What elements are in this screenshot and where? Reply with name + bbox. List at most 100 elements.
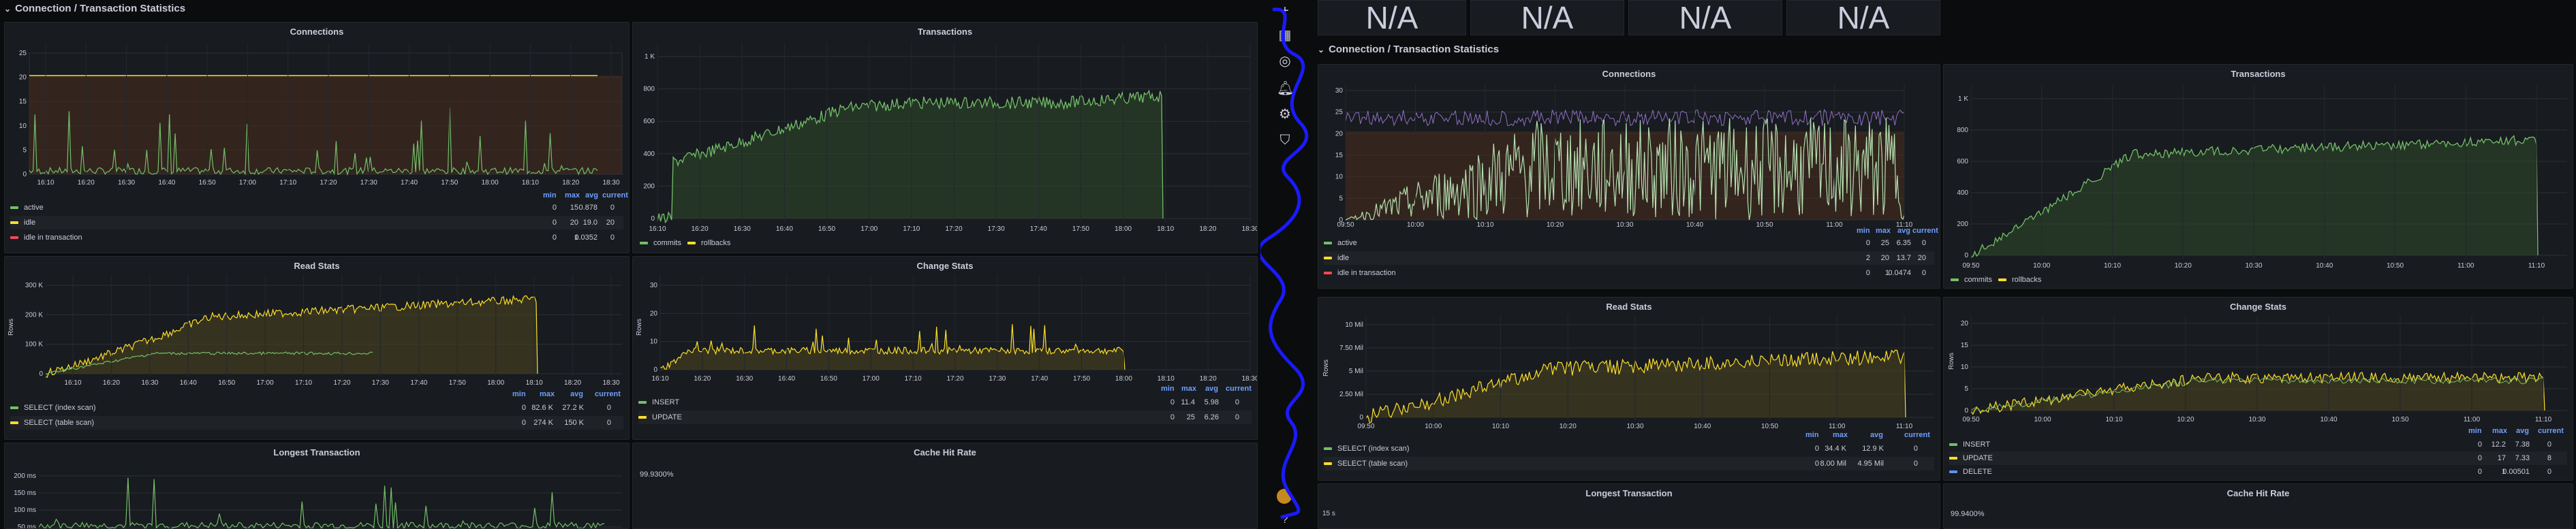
legend-row[interactable]: DELETE 0 1 0.00501 0 xyxy=(1949,465,2567,479)
legend-item[interactable]: rollbacks xyxy=(1998,273,2041,287)
x-tick-label: 10:00 xyxy=(2033,262,2050,270)
x-tick-label: 10:20 xyxy=(1559,423,1577,430)
row-header-right[interactable]: ⌄ Connection / Transaction Statistics xyxy=(1318,44,1499,55)
legend-current: 0 xyxy=(1921,239,1926,247)
x-tick-label: 16:30 xyxy=(118,179,135,187)
y-tick-label: 30 xyxy=(1335,87,1344,95)
legend-current: 0 xyxy=(2547,440,2551,449)
panel-change-stats[interactable]: Change Stats Rows 20 15 10 5 0 09:50 10:00 10:… xyxy=(1943,297,2573,481)
legend-swatch xyxy=(10,421,18,424)
shield-icon[interactable]: ⛉ xyxy=(1279,133,1290,148)
y-tick-label: 25 xyxy=(19,50,27,57)
x-tick-label: 17:30 xyxy=(988,225,1005,233)
row-title: Connection / Transaction Statistics xyxy=(1329,44,1500,55)
legend-row[interactable]: SELECT (index scan) 0 82.6 K 27.2 K 0 xyxy=(10,401,623,415)
legend-row[interactable]: INSERT 0 11.4 5.98 0 xyxy=(638,396,1252,409)
legend-avg: 0.00501 xyxy=(2502,468,2530,476)
legend-swatch xyxy=(1998,278,2006,281)
legend-max: 11.4 xyxy=(1181,398,1195,406)
legend-row[interactable]: INSERT 0 12.2 7.38 0 xyxy=(1949,438,2567,451)
stat-panel-3[interactable]: N/A xyxy=(1628,0,1782,35)
x-tick-label: 16:10 xyxy=(37,179,54,187)
legend-min: 0 xyxy=(1170,413,1175,421)
panel-cache-hit-rate[interactable]: Cache Hit Rate 99.9300% xyxy=(632,443,1258,529)
stat-panel-2[interactable]: N/A xyxy=(1470,0,1624,35)
x-tick-label: 16:20 xyxy=(78,179,95,187)
legend-avg: 150 K xyxy=(564,419,584,427)
panel-longest-transaction[interactable]: Longest Transaction 15 s xyxy=(1318,483,1940,529)
table-scan-area xyxy=(1366,350,1906,423)
y-tick-label: 10 xyxy=(1335,174,1344,181)
panel-transactions[interactable]: Transactions 1 K 800 600 400 200 0 16:10 16:20… xyxy=(632,22,1258,253)
legend-current: 8 xyxy=(2547,454,2551,462)
y-tick-label: 1 K xyxy=(1958,95,1968,103)
x-tick-label: 16:50 xyxy=(218,379,235,387)
legend-swatch xyxy=(1949,457,1957,460)
legend-row[interactable]: SELECT (index scan) 0 34.4 K 12.9 K 0 xyxy=(1324,442,1934,455)
panel-connections[interactable]: Connections 30 25 20 15 10 5 0 09:50 10:00 10:10… xyxy=(1318,64,1940,289)
stat-panel-4[interactable]: N/A xyxy=(1786,0,1940,35)
compass-icon[interactable]: ◎ xyxy=(1279,54,1291,69)
legend-current: 20 xyxy=(606,219,615,227)
legend-row[interactable]: active 0 25 6.35 0 xyxy=(1324,236,1934,250)
y-tick-label: 100 ms xyxy=(14,507,36,514)
x-tick-label: 16:30 xyxy=(736,375,753,383)
row-header-left[interactable]: ⌄ Connection / Transaction Statistics xyxy=(4,3,185,14)
stat-panel-1[interactable]: N/A xyxy=(1318,0,1466,35)
legend-avg: 27.2 K xyxy=(562,404,584,412)
y-axis-label: Rows xyxy=(1322,359,1330,376)
y-axis-label: Rows xyxy=(1948,353,1955,370)
y-tick-label: 10 xyxy=(19,123,27,130)
legend-item[interactable]: rollbacks xyxy=(687,236,730,250)
gear-icon[interactable]: ⚙ xyxy=(1279,107,1291,122)
legend-row[interactable]: idle in transaction 0 1 0.0352 0 xyxy=(10,231,623,244)
legend-header-avg: avg xyxy=(585,191,598,199)
legend-max: 274 K xyxy=(533,419,553,427)
legend-name: SELECT (index scan) xyxy=(1337,445,1410,453)
panel-cache-hit-rate[interactable]: Cache Hit Rate 99.9400% xyxy=(1943,483,2573,529)
help-icon[interactable]: ? xyxy=(1282,514,1288,526)
x-tick-label: 17:40 xyxy=(401,179,418,187)
legend-max: 34.4 K xyxy=(1825,445,1846,453)
y-tick-label: 200 K xyxy=(25,311,43,319)
x-tick-label: 17:40 xyxy=(410,379,427,387)
legend-row[interactable]: idle 2 20 13.7 20 xyxy=(1324,251,1934,265)
legend-name: UPDATE xyxy=(652,413,682,421)
legend-row[interactable]: SELECT (table scan) 0 274 K 150 K 0 xyxy=(10,416,623,430)
legend-header-current: current xyxy=(602,191,628,199)
plus-icon[interactable]: + xyxy=(1281,3,1289,18)
y-tick-label: 0 xyxy=(1964,407,1968,415)
x-tick-label: 16:10 xyxy=(64,379,81,387)
change-stats-chart: Rows 30 20 10 0 16:10 16:20 16:30 16:40 16:50 17… xyxy=(636,274,1257,383)
legend-row[interactable]: idle in transaction 0 1 0.0474 0 xyxy=(1324,266,1934,280)
panel-read-stats[interactable]: Read Stats Rows 10 Mil 7.50 Mil 5 Mil 2.50 … xyxy=(1318,297,1940,481)
y-tick-label: 200 xyxy=(1957,221,1968,228)
x-tick-label: 10:30 xyxy=(2245,262,2262,270)
y-tick-label: 800 xyxy=(1957,127,1968,134)
commits-area xyxy=(657,91,1163,223)
legend-row[interactable]: idle 0 20 19.0 20 xyxy=(10,216,623,229)
panel-connections[interactable]: Connections 25 20 15 10 5 0 16:10 16:20 16:30 16… xyxy=(4,22,630,253)
x-tick-label: 18:20 xyxy=(564,379,581,387)
legend-row[interactable]: UPDATE 0 17 7.33 8 xyxy=(1949,451,2567,465)
legend-item[interactable]: commits xyxy=(1951,273,1992,287)
bell-icon[interactable]: 🔔︎ xyxy=(1277,81,1294,96)
x-tick-label: 17:40 xyxy=(1031,375,1048,383)
legend-swatch xyxy=(1324,242,1332,244)
panel-longest-transaction[interactable]: Longest Transaction 200 ms 150 ms 100 ms 50… xyxy=(4,443,630,529)
legend-min: 0 xyxy=(1865,269,1870,277)
legend-name: SELECT (index scan) xyxy=(24,404,96,412)
y-tick-label: 10 xyxy=(650,338,658,346)
legend-item[interactable]: commits xyxy=(640,236,681,250)
legend-row[interactable]: active 0 15 0.878 0 xyxy=(10,201,623,214)
legend-row[interactable]: SELECT (table scan) 0 8.00 Mil 4.95 Mil 0 xyxy=(1324,457,1934,470)
panel-transactions[interactable]: Transactions 1 K 800 600 400 200 0 09:50 10:00… xyxy=(1943,64,2573,289)
x-tick-label: 17:30 xyxy=(360,179,377,187)
x-tick-label: 10:30 xyxy=(1616,221,1633,227)
panel-change-stats[interactable]: Change Stats Rows 30 20 10 0 16:10 16:20 16:3… xyxy=(632,256,1258,440)
legend-row[interactable]: UPDATE 0 25 6.26 0 xyxy=(638,411,1252,424)
legend-avg: 12.9 K xyxy=(1862,445,1884,453)
legend-avg: 19.0 xyxy=(583,219,598,227)
y-tick-label: 15 xyxy=(1961,342,1969,349)
